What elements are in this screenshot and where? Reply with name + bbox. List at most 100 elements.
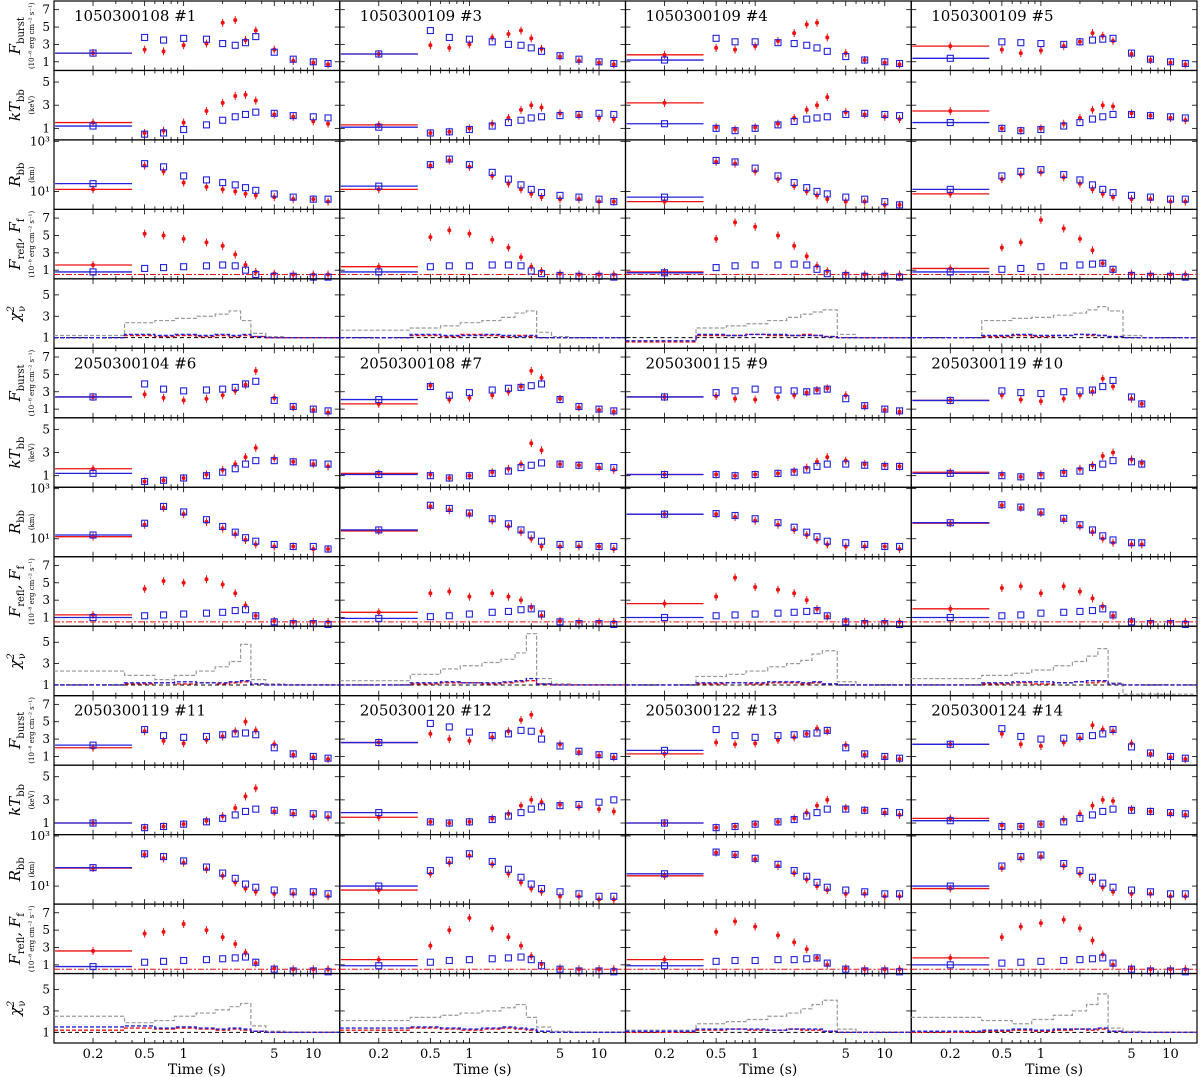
data-point-blue: [309, 888, 317, 896]
y-tick-label: 10¹: [30, 184, 50, 198]
data-point-red: [714, 472, 719, 477]
data-point-blue: [504, 730, 512, 738]
data-point-blue: [998, 38, 1006, 46]
data-point-blue: [527, 956, 535, 964]
chi2-step-gray: [54, 1002, 340, 1033]
data-point-blue: [180, 857, 188, 865]
data-point-red: [253, 98, 258, 103]
axes-frame: [339, 417, 627, 488]
data-point-blue: [1127, 743, 1136, 751]
data-point-red: [311, 119, 316, 124]
data-point-blue: [660, 746, 669, 754]
data-point-blue: [790, 731, 798, 739]
data-point-blue: [141, 850, 149, 858]
x-axis-label: Time (s): [168, 1062, 226, 1077]
data-point-red: [91, 187, 96, 192]
data-point-blue: [1060, 262, 1068, 270]
data-point-red: [1061, 917, 1066, 922]
data-point-blue: [231, 607, 239, 615]
data-point-red: [948, 44, 953, 49]
data-point-red: [467, 512, 472, 517]
data-point-blue: [517, 606, 525, 614]
data-point-red: [804, 22, 809, 27]
data-point-blue: [1017, 958, 1025, 966]
data-point-red: [220, 20, 225, 25]
data-point-blue: [488, 955, 496, 963]
data-point-blue: [219, 468, 227, 476]
data-point-blue: [774, 172, 782, 180]
data-point-red: [897, 757, 902, 762]
data-point-red: [999, 472, 1004, 477]
data-point-blue: [803, 466, 811, 474]
data-point-blue: [1017, 822, 1025, 831]
data-point-red: [714, 236, 719, 241]
data-point-blue: [445, 155, 453, 163]
data-point-red: [714, 850, 719, 855]
data-point-red: [272, 618, 277, 623]
data-point-red: [862, 808, 867, 813]
data-point-red: [1038, 921, 1043, 926]
subplot-kT_bb-14: [910, 764, 1198, 836]
data-point-blue: [660, 269, 669, 277]
data-point-blue: [141, 958, 149, 966]
data-point-blue: [556, 191, 564, 199]
data-point-blue: [1088, 955, 1097, 963]
data-point-blue: [1109, 34, 1117, 42]
x-tick-label: 5: [842, 1047, 850, 1062]
y-axis-label: Rbb: [6, 857, 27, 882]
data-point-blue: [527, 805, 535, 813]
data-point-red: [714, 45, 719, 50]
data-point-blue: [823, 190, 831, 198]
data-point-red: [161, 49, 166, 54]
data-point-red: [253, 368, 258, 373]
data-point-blue: [1146, 193, 1155, 201]
data-point-blue: [731, 387, 739, 395]
data-point-blue: [803, 184, 811, 192]
data-point-red: [882, 463, 887, 468]
data-point-blue: [575, 193, 583, 201]
data-point-blue: [219, 39, 227, 48]
data-point-blue: [712, 156, 720, 164]
data-point-red: [862, 752, 867, 757]
data-point-blue: [556, 460, 564, 468]
data-point-blue: [861, 195, 869, 203]
data-point-blue: [160, 264, 168, 272]
data-point-red: [1077, 466, 1082, 471]
data-point-blue: [488, 857, 496, 866]
data-point-red: [1090, 596, 1095, 601]
subplot-R_bb-10: [910, 486, 1198, 558]
y-tick-label: 3: [42, 732, 50, 746]
data-point-blue: [160, 732, 168, 740]
data-point-blue: [465, 472, 473, 480]
data-point-red: [597, 807, 602, 812]
data-point-blue: [556, 112, 564, 120]
data-point-blue: [813, 607, 821, 615]
data-point-blue: [575, 890, 583, 898]
data-point-red: [467, 42, 472, 47]
data-point-blue: [289, 193, 297, 201]
data-point-red: [539, 729, 544, 734]
axes-frame: [910, 903, 1198, 975]
data-point-red: [897, 812, 902, 817]
data-point-red: [233, 591, 238, 596]
data-point-red: [611, 755, 616, 760]
y-axis-unit: (10⁻⁸ erg cm⁻² s⁻¹): [28, 2, 36, 69]
axes-frame: [910, 972, 1198, 1044]
y-axis-label: Rbb: [6, 510, 27, 535]
data-point-blue: [595, 751, 603, 759]
data-point-red: [999, 585, 1004, 590]
subplot-F_refl-5: [910, 208, 1198, 281]
data-point-blue: [231, 181, 239, 189]
data-point-blue: [556, 52, 564, 60]
data-point-red: [733, 853, 738, 858]
data-point-blue: [241, 534, 250, 542]
subplot-chi2-10: [910, 625, 1198, 697]
data-point-blue: [1088, 464, 1097, 472]
data-point-blue: [537, 380, 546, 388]
data-point-blue: [180, 820, 188, 828]
data-point-red: [428, 130, 433, 135]
data-point-red: [576, 804, 581, 809]
data-point-red: [220, 393, 225, 398]
